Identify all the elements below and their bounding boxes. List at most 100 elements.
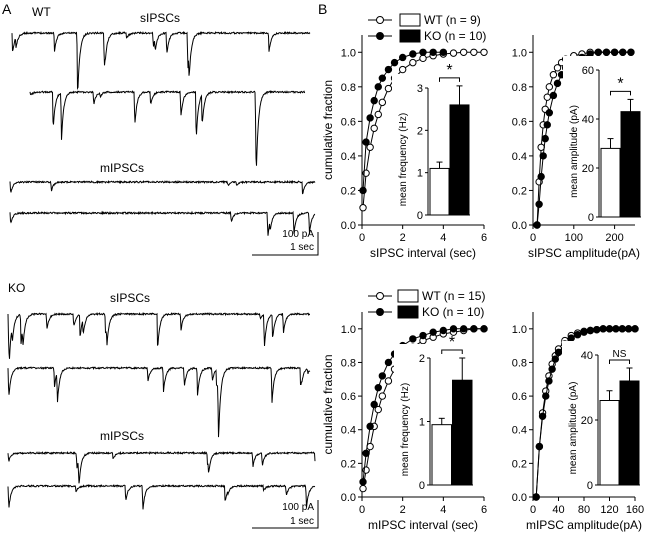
chart-mipsc-amplitude: 0.0 0.2 0.4 0.6 0.8 1.0 0 40 80 120 160 mIPSC ampli… (512, 312, 644, 532)
significance-label: NS (613, 349, 627, 360)
data-point-wt (537, 143, 545, 151)
data-point-ko (624, 325, 633, 333)
data-point-ko (439, 48, 448, 56)
data-point-ko (429, 328, 437, 336)
x-tick-label: 2 (400, 504, 406, 516)
data-point-ko (612, 325, 620, 333)
data-point-wt (449, 49, 458, 57)
significance-label: * (449, 334, 455, 351)
data-point-ko (366, 114, 374, 122)
inset-y-tick-label: 0 (587, 480, 593, 492)
panel-a: A WT sIPSCs mIPSCs 100 pA 1 sec KO sIPSC… (2, 1, 319, 529)
y-tick-label: 0.8 (512, 82, 527, 94)
inset-y-tick-label: 2 (417, 125, 423, 137)
data-point-wt (378, 98, 387, 107)
ko-mipsc-trace-1 (7, 450, 316, 484)
data-point-ko (480, 325, 488, 333)
y-tick-label: 0.4 (341, 425, 356, 437)
inset-bar-wt (599, 400, 620, 486)
inset-bar-wt (600, 147, 621, 218)
legend-top: WT (n = 9) KO (n = 10) (368, 13, 486, 43)
legend-bottom-ko-marker (376, 308, 384, 316)
inset-y-axis-label: mean amplitude (pA) (568, 382, 579, 475)
data-point-wt (459, 48, 468, 56)
data-point-ko (554, 348, 563, 357)
x-tick-label: 2 (400, 232, 406, 244)
data-point-wt (545, 83, 554, 91)
x-tick-label: 80 (578, 504, 590, 516)
data-point-ko (567, 334, 575, 342)
data-point-wt (470, 48, 478, 56)
panel-b: B WT (n = 9) KO (n = 10) WT (n = 15) KO … (318, 1, 645, 532)
inset-y-tick-label: 0 (419, 480, 425, 492)
y-tick-label: 0.0 (341, 220, 356, 232)
ko-mipsc-title: mIPSCs (100, 429, 144, 443)
wt-mipsc-title: mIPSCs (100, 161, 144, 175)
y-tick-label: 0.0 (512, 492, 527, 504)
y-tick-label: 0.8 (512, 357, 527, 369)
inset-y-tick-label: 1 (419, 417, 425, 429)
data-point-ko (538, 412, 547, 420)
y-tick-label: 0.6 (512, 116, 527, 128)
data-point-ko (549, 91, 558, 100)
inset-bar-wt (429, 167, 450, 216)
inset-y-tick-label: 0 (588, 212, 594, 224)
data-point-ko (409, 50, 417, 58)
significance-label: * (446, 62, 452, 79)
x-tick-label: 0 (359, 504, 365, 516)
y-tick-label: 0.4 (512, 151, 527, 163)
data-point-wt (370, 124, 378, 132)
inset-bar-ko (620, 111, 641, 218)
data-point-ko (535, 200, 543, 208)
inset-y-tick-label: 20 (582, 163, 594, 175)
y-axis-label: cumulative fraction (321, 354, 335, 454)
legend-top-ko-label: KO (n = 10) (424, 29, 486, 43)
wt-scale-time: 1 sec (290, 242, 314, 253)
x-tick-label: 6 (481, 504, 487, 516)
inset-y-tick-label: 1 (417, 168, 423, 180)
data-point-ko (545, 109, 554, 117)
data-point-ko (594, 48, 602, 56)
legend-top-ko-marker (376, 32, 384, 40)
ko-scale-bar: 100 pA 1 sec (252, 500, 319, 529)
ipsc-trace-line (11, 30, 311, 91)
y-tick-label: 0.2 (512, 185, 527, 197)
y-tick-label: 1.0 (341, 324, 356, 336)
ipsc-trace-line (9, 179, 316, 195)
y-tick-label: 0.6 (341, 116, 356, 128)
ipsc-trace-line (9, 210, 316, 236)
data-point-ko (599, 325, 607, 333)
data-point-ko (537, 172, 545, 181)
legend-bottom-wt-label: WT (n = 15) (422, 289, 485, 303)
data-point-ko (618, 325, 626, 333)
y-tick-label: 0.4 (341, 151, 356, 163)
data-point-ko (370, 96, 378, 105)
x-axis-label: mIPSC amplitude(pA) (526, 518, 642, 532)
legend-bottom-ko-label: KO (n = 10) (422, 305, 484, 319)
x-tick-label: 0 (530, 232, 536, 244)
y-tick-label: 0.2 (341, 458, 356, 470)
legend-top-wt-marker (376, 16, 384, 24)
data-point-ko (449, 325, 458, 333)
panel-b-letter: B (318, 1, 327, 17)
data-point-ko (545, 377, 553, 385)
ipsc-trace-line (7, 483, 316, 510)
inset-y-axis-label: mean frequency (Hz) (398, 113, 409, 206)
data-point-ko (374, 383, 382, 392)
data-point-ko (586, 326, 595, 335)
ko-genotype-label: KO (8, 281, 25, 295)
data-point-wt (398, 65, 407, 74)
x-tick-label: 120 (600, 504, 618, 516)
data-point-wt (549, 71, 558, 79)
data-point-ko (409, 335, 417, 343)
inset-y-tick-label: 0 (417, 210, 423, 222)
significance-bracket (439, 77, 460, 82)
ko-scale-amp: 100 pA (282, 502, 314, 513)
wt-genotype-label: WT (32, 5, 51, 19)
x-tick-label: 160 (626, 504, 644, 516)
inset-bar-ko (449, 104, 470, 216)
data-point-wt (359, 204, 367, 212)
data-point-ko (551, 355, 560, 363)
